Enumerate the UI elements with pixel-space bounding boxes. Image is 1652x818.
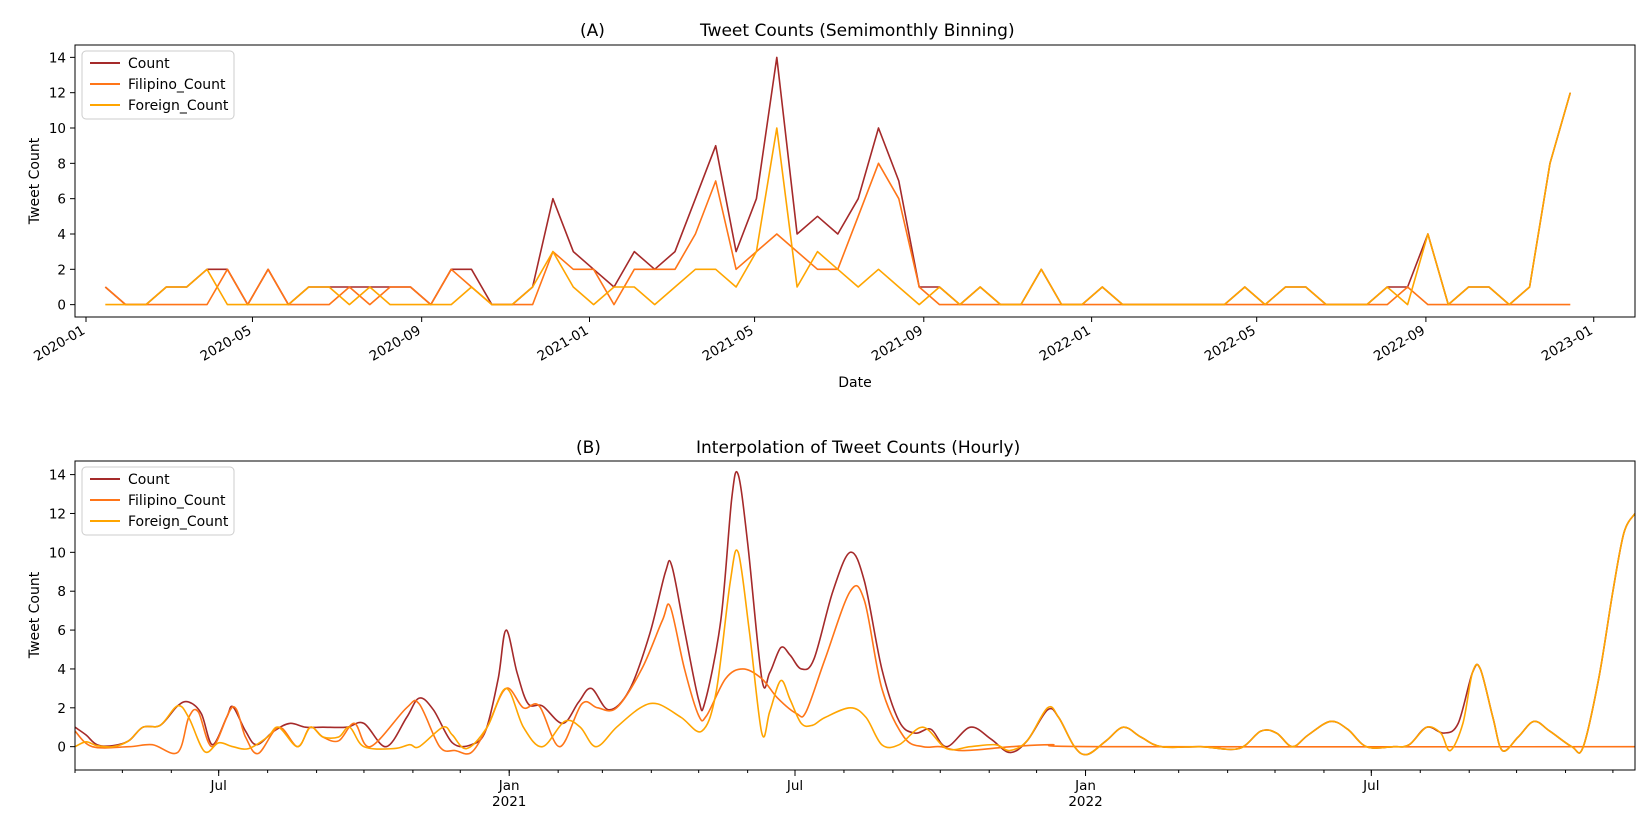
legend-frame — [81, 50, 235, 120]
legend-label-filipino: Filipino_Count — [128, 493, 226, 509]
x-tick-label: 2023-01 — [1539, 323, 1596, 365]
panel-b-frame — [74, 460, 1636, 771]
panel-b-ylabel: Tweet Count — [27, 571, 43, 659]
x-tick-label: 2022-05 — [1202, 323, 1259, 365]
x-tick-year-label: 2022 — [1068, 794, 1102, 810]
y-tick-label: 8 — [57, 156, 66, 172]
y-tick-label: 2 — [57, 262, 66, 278]
y-tick-label: 10 — [49, 121, 66, 137]
panel-a-frame — [74, 44, 1636, 318]
y-tick-label: 0 — [57, 740, 66, 756]
x-tick-label: 2020-09 — [367, 323, 424, 365]
y-tick-label: 14 — [49, 468, 66, 484]
panel-b-legend: Count Filipino_Count Foreign_Count — [81, 466, 235, 536]
panel-b-title-prefix: (B) — [576, 438, 601, 458]
legend-label-foreign: Foreign_Count — [128, 98, 229, 114]
y-tick-label: 4 — [57, 227, 66, 243]
x-tick-label: Jul — [1362, 778, 1379, 794]
x-tick-year-label: 2021 — [492, 794, 526, 810]
x-tick-label: 2020-05 — [198, 323, 255, 365]
series-line-foreign-count — [105, 92, 1572, 306]
y-tick-label: 14 — [49, 50, 66, 66]
x-tick-label: 2022-01 — [1037, 323, 1094, 365]
x-tick-label: Jul — [210, 778, 227, 794]
panel-a-ylabel: Tweet Count — [27, 137, 43, 225]
legend-frame — [81, 466, 235, 536]
y-tick-label: 10 — [49, 545, 66, 561]
x-tick-label: 2021-01 — [535, 323, 592, 365]
legend-label-filipino: Filipino_Count — [128, 77, 226, 93]
y-tick-label: 6 — [57, 623, 66, 639]
series-line-count — [75, 470, 1635, 756]
panel-a-xlabel: Date — [838, 375, 871, 391]
y-tick-label: 4 — [57, 662, 66, 678]
x-tick-label: Jan — [498, 778, 520, 794]
y-tick-label: 6 — [57, 192, 66, 208]
y-tick-label: 0 — [57, 298, 66, 314]
legend-label-count: Count — [128, 56, 170, 72]
panel-b-title: Interpolation of Tweet Counts (Hourly) — [696, 438, 1020, 458]
x-tick-label: 2020-01 — [31, 323, 88, 365]
legend-label-foreign: Foreign_Count — [128, 514, 229, 530]
legend-label-count: Count — [128, 472, 170, 488]
panel-b: (B) Interpolation of Tweet Counts (Hourl… — [27, 438, 1636, 810]
series-line-filipino-count — [75, 584, 1635, 755]
panel-a: (A) Tweet Counts (Semimonthly Binning) 0… — [27, 21, 1636, 391]
panel-a-legend: Count Filipino_Count Foreign_Count — [81, 50, 235, 120]
x-tick-label: Jul — [786, 778, 803, 794]
panel-a-title-prefix: (A) — [580, 21, 605, 41]
y-tick-label: 2 — [57, 701, 66, 717]
y-tick-label: 12 — [49, 506, 66, 522]
panel-a-title: Tweet Counts (Semimonthly Binning) — [699, 21, 1015, 41]
y-tick-label: 8 — [57, 584, 66, 600]
y-tick-label: 12 — [49, 86, 66, 102]
x-tick-label: 2021-05 — [700, 323, 757, 365]
x-tick-label: 2021-09 — [869, 323, 926, 365]
panel-a-plot: 0 2 4 6 8 10 12 14 2020-01 2020-05 2020-09 2021-01 2… — [31, 50, 1596, 364]
series-line-foreign-count — [75, 513, 1635, 756]
x-tick-label: 2022-09 — [1371, 323, 1428, 365]
x-tick-label: Jan — [1074, 778, 1096, 794]
